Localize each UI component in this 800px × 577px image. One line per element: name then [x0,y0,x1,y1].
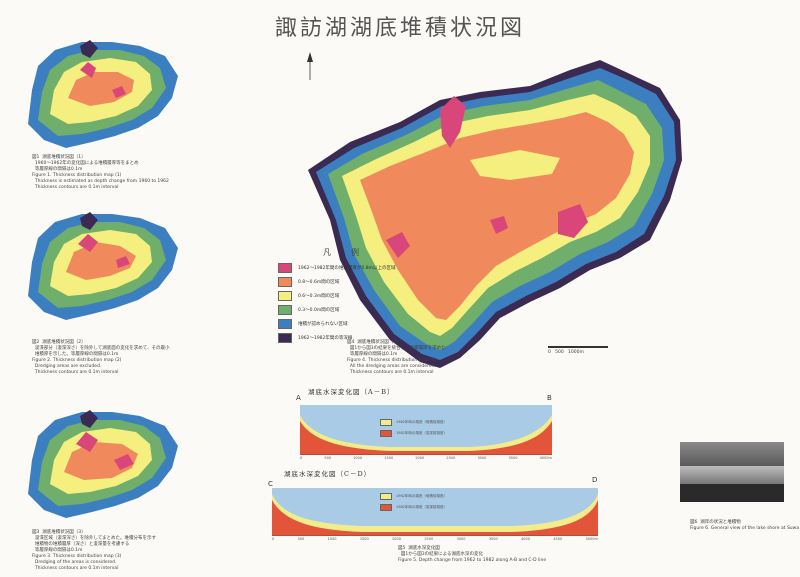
section-ab-right-label: B [547,394,552,402]
section-cd-diagram [272,488,598,536]
scale-label: 0 500 1000m [548,350,584,355]
section-cd-tick: 2000 [392,537,401,541]
section-cd-legend-label-1: 1962年時の湖底（堆積前湖底） [396,493,447,498]
legend-label-4: 0.3～0.0m間の区域 [298,308,340,313]
section-ab-tick: 2500 [446,456,456,460]
section-ab-legend: 1962年時の湖底（堆積前湖底） 1982年時の湖底（浚渫前湖底） [380,418,470,437]
section-caption: 図5 湖底水深変化図 図1から図3の結果による湖底水深の変化 Figure 5.… [398,546,547,563]
section-cd-tick: 0 [272,537,275,541]
legend-item-6: 1962～1982年間の等深線 [278,332,352,344]
section-cd-right-label: D [592,476,598,484]
section-cd-tick: 5000m [585,537,598,541]
legend-swatch-4 [278,305,292,315]
page-title: 諏訪湖湖底堆積状況図 [274,16,525,41]
legend-item-2: 0.8～0.6m間の区域 [278,276,339,288]
legend-label-1: 1962～1982年間の堆積層厚が0.8m以上の区域 [298,266,396,271]
scale-bar [548,346,608,348]
lake-shape-3 [28,410,178,518]
section-ab-legend-swatch-2 [380,429,392,437]
section-ab-legend-label-2: 1982年時の湖底（浚渫前湖底） [396,430,447,435]
main-map-caption: 図4 湖底堆積状況図（4） 図1から図3の結果を統合し、堆積層厚を求めた 等層厚… [347,340,446,375]
legend-swatch-2 [278,277,292,287]
small-map-1 [28,40,178,148]
section-cd-tick: 1000 [327,537,337,541]
legend: 凡 例 1962～1982年間の堆積層厚が0.8m以上の区域 0.8～0.6m間… [278,247,418,347]
legend-label-6: 1962～1982年間の等深線 [298,336,353,341]
small-map-2-caption: 図2 湖底堆積状況図（2） 浚渫部分（浚渫深さ）を除外して湖底面の変化を求めて、… [32,340,170,375]
section-ab-tick: 3500 [508,456,518,460]
section-ab-axis: 0 500 1000 1500 2000 2500 3000 3500 4000… [300,456,552,460]
photo-caption: 図6 湖岸の状況と堆積物 Figure 6. General view of t… [690,520,800,531]
lake-shape-2 [28,212,178,320]
legend-label-3: 0.6～0.3m間の区域 [298,294,340,299]
legend-label-5: 堆積が認められない区域 [298,322,348,327]
section-cd-legend-label-2: 1982年時の湖底（浚渫前湖底） [396,504,447,509]
section-cd-tick: 3000 [456,537,466,541]
legend-item-5: 堆積が認められない区域 [278,318,348,330]
main-lake [308,60,682,368]
section-cd-tick: 1500 [359,537,369,541]
photo-shore [680,484,784,502]
legend-item-4: 0.3～0.0m間の区域 [278,304,339,316]
section-ab-title: 湖底水深変化図（A－B） [308,388,395,396]
small-map-3 [28,410,178,518]
legend-title: 凡 例 [323,248,365,257]
small-map-1-caption: 図1 湖底堆積状況図（1） 1960～1962年の変化図による堆積層厚等をまとめ… [32,155,169,190]
section-ab-tick: 1000 [353,456,363,460]
section-ab-left-label: A [296,394,301,402]
section-ab-legend-swatch-1 [380,418,392,426]
main-map [307,52,682,368]
legend-swatch-1 [278,263,292,273]
section-cd-tick: 4000 [521,537,530,541]
section-ab-tick: 4000m [539,456,552,460]
small-map-2 [28,212,178,320]
section-ab-tick: 0 [300,456,303,460]
small-map-3-caption: 図3 湖底堆積状況図（3） 浚渫区域（浚渫深さ）を除外してまとめた。堆積分布を示… [32,530,156,571]
photo-water [680,466,784,484]
legend-swatch-3 [278,291,292,301]
section-ab-diagram [300,405,552,455]
section-cd-legend-swatch-1 [380,492,392,500]
section-cd-left-label: C [268,480,273,488]
section-cd-tick: 3500 [488,537,498,541]
legend-label-2: 0.8～0.6m間の区域 [298,280,340,285]
section-ab-legend-label-1: 1962年時の湖底（堆積前湖底） [396,419,447,424]
section-ab-tick: 2000 [415,456,425,460]
section-ab-tick: 3000 [477,456,487,460]
section-cd-legend-swatch-2 [380,503,392,511]
section-cd-axis: 0 500 1000 1500 2000 2500 3000 3500 4000… [272,537,598,541]
section-ab-tick: 500 [324,456,332,460]
lake-shape-1 [28,40,178,148]
section-cd-legend: 1962年時の湖底（堆積前湖底） 1982年時の湖底（浚渫前湖底） [380,492,470,511]
legend-swatch-5 [278,319,292,329]
legend-item-3: 0.6～0.3m間の区域 [278,290,339,302]
section-cd-title: 湖底水深変化図（C－D） [284,470,372,478]
legend-item-1: 1962～1982年間の堆積層厚が0.8m以上の区域 [278,262,395,274]
legend-swatch-6 [278,333,292,343]
section-ab-tick: 1500 [384,456,394,460]
section-cd-tick: 4500 [553,537,563,541]
section-cd-tick: 2500 [424,537,434,541]
section-cd-tick: 500 [297,537,305,541]
lake-shore-photo [680,442,784,502]
north-arrow-icon [307,52,313,80]
